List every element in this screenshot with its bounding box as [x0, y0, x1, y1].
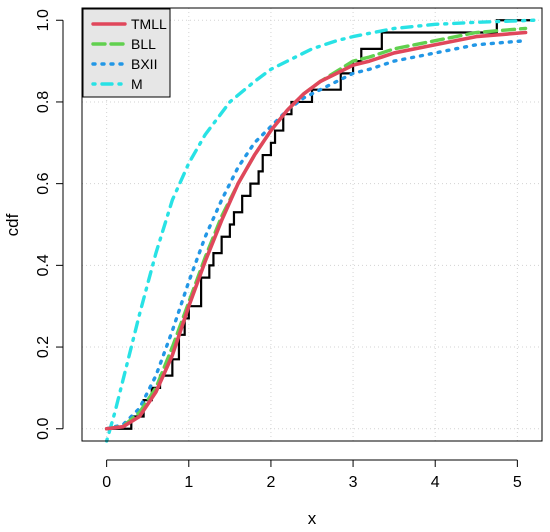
x-tick-label: 1 — [184, 474, 193, 491]
plot-frame — [81, 7, 543, 442]
y-tick-label: 0.2 — [35, 336, 52, 358]
x-axis-label: x — [308, 509, 317, 528]
y-tick-label: 1.0 — [35, 9, 52, 31]
legend: TMLL BLL BXII M — [82, 8, 171, 98]
x-tick-label: 5 — [513, 474, 522, 491]
series-line-bxii — [104, 38, 528, 431]
y-tick-label: 0.6 — [35, 172, 52, 194]
legend-label-m: M — [131, 76, 143, 92]
axes: 0 1 2 3 4 5 0.0 0.2 0.4 0.6 0.8 1.0 — [35, 9, 522, 491]
y-tick-label: 0.4 — [35, 254, 52, 276]
y-tick-label: 0.0 — [35, 418, 52, 440]
series-line-m — [104, 18, 536, 443]
x-tick-label: 0 — [102, 474, 111, 491]
y-tick-label: 0.8 — [35, 91, 52, 113]
x-tick-label: 4 — [431, 474, 440, 491]
x-tick-label: 2 — [266, 474, 275, 491]
x-tick-label: 3 — [349, 474, 358, 491]
empirical-cdf-step — [106, 19, 534, 430]
series-line-tmll — [104, 30, 528, 431]
legend-label-tmll: TMLL — [131, 16, 167, 32]
y-axis-label: cdf — [3, 213, 22, 236]
legend-label-bxii: BXII — [131, 56, 157, 72]
legend-label-bll: BLL — [131, 36, 156, 52]
series-layer — [104, 18, 536, 443]
